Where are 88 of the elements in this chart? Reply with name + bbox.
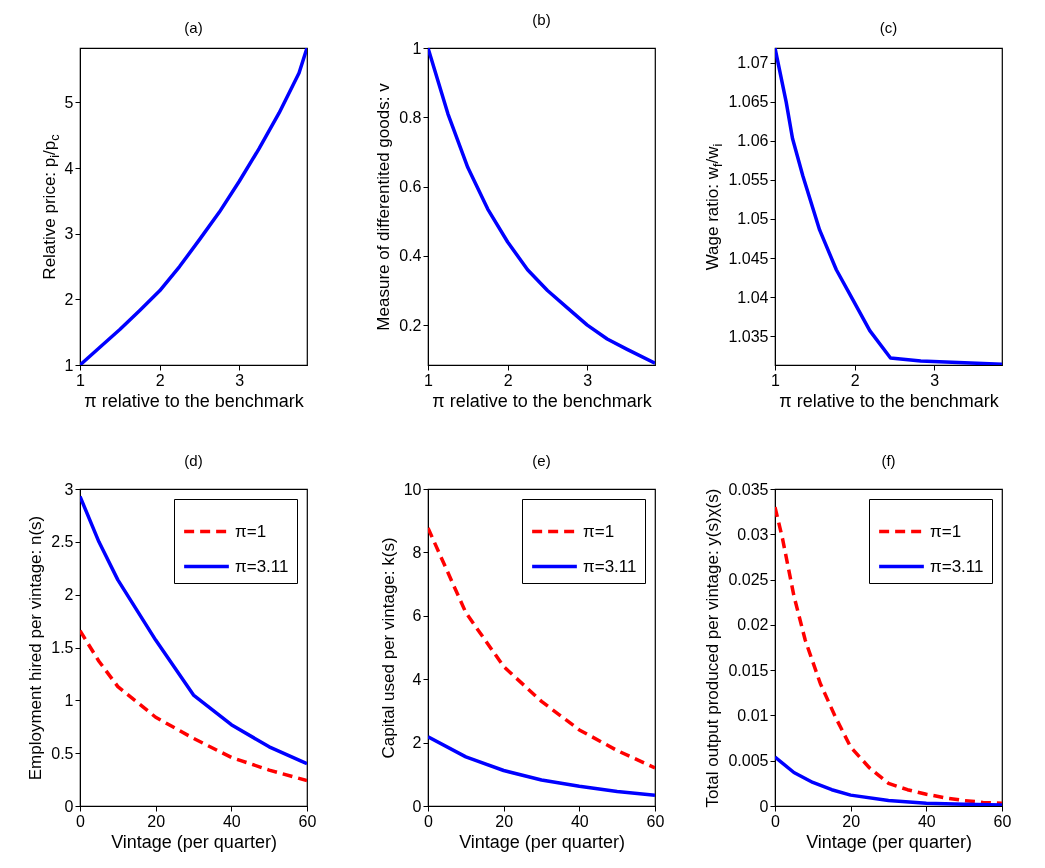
y-tick-label: 6 [412,607,422,625]
y-tick-label: 1.055 [728,171,769,189]
y-tick-label: 0.02 [737,616,769,634]
legend-label: π=1 [583,521,615,541]
y-tick-label: 1 [412,39,422,57]
x-tick-label: 3 [235,371,245,389]
y-tick-label: 0.6 [399,178,422,196]
legend-label: π=1 [235,521,267,541]
y-tick-label: 0.035 [728,480,769,498]
x-tick-label: 40 [222,812,241,830]
x-axis-title: Vintage (per quarter) [459,831,625,852]
x-tick-label: 3 [930,371,940,389]
line-series [80,494,307,766]
line-series [428,526,655,770]
y-tick-label: 3 [64,225,74,243]
x-tick-label: 60 [298,812,317,830]
x-tick-label: 2 [503,371,513,389]
chart-title: (c) [879,19,898,36]
x-tick-label: 20 [842,812,861,830]
legend-label: π=1 [930,521,962,541]
x-tick-label: 20 [147,812,166,830]
legend-label: π=3.11 [930,556,984,576]
y-tick-label: 0.2 [399,316,422,334]
x-tick-label: 40 [570,812,589,830]
y-tick-label: 0.025 [728,571,769,589]
y-tick-label: 2 [64,586,74,604]
y-tick-label: 1 [64,356,74,374]
chart-title: (e) [532,452,551,469]
chart-title: (d) [184,452,203,469]
y-tick-label: 1.05 [737,210,769,228]
y-tick-label: 4 [412,670,422,688]
y-axis-title: Total output produced per vintage: y(s)χ(s) [703,488,723,808]
y-tick-label: 0.015 [728,661,769,679]
line-series [80,628,307,783]
line-series [775,755,1002,806]
y-tick-label: 1.07 [737,54,769,72]
x-tick-label: 0 [771,812,781,830]
y-tick-label: 1 [64,691,74,709]
y-tick-label: 0.005 [728,752,769,770]
chart-title: (b) [532,11,551,28]
x-tick-label: 0 [424,812,434,830]
x-tick-label: 40 [917,812,936,830]
y-tick-label: 3 [64,480,74,498]
line-series [775,505,1002,806]
y-axis-title: Employment hired per vintage: n(s) [26,515,46,781]
y-tick-label: 0.4 [399,247,422,265]
y-tick-label: 2 [64,290,74,308]
chart-title: (a) [184,19,203,36]
y-tick-label: 1.035 [728,327,769,345]
y-tick-label: 0.8 [399,108,422,126]
y-tick-label: 0.5 [51,744,74,762]
y-tick-label: 1.04 [737,288,769,306]
y-tick-label: 4 [64,159,74,177]
x-tick-label: 3 [583,371,593,389]
x-tick-label: 0 [76,812,86,830]
x-tick-label: 60 [646,812,665,830]
x-tick-label: 1 [424,371,434,389]
y-tick-label: 1.06 [737,132,769,150]
x-tick-label: 60 [993,812,1012,830]
y-tick-label: 5 [64,93,74,111]
y-tick-label: 0.03 [737,525,769,543]
legend-label: π=3.11 [235,556,289,576]
y-tick-label: 10 [403,480,422,498]
x-tick-label: 2 [155,371,165,389]
y-axis-title: Measure of differentited goods: v [374,82,394,331]
y-tick-label: 1.5 [51,639,74,656]
x-axis-title: π relative to the benchmark [779,390,1000,411]
legend-label: π=3.11 [583,556,637,576]
x-tick-label: 1 [771,371,781,389]
y-tick-label: 1.065 [728,93,769,111]
y-tick-label: 0.01 [737,706,769,724]
y-axis-title: Capital used per vintage: k(s) [378,537,398,759]
y-tick-label: 2.5 [51,533,74,551]
x-axis-title: π relative to the benchmark [432,390,653,411]
y-tick-label: 0 [64,797,74,815]
x-axis-title: π relative to the benchmark [84,390,305,411]
y-tick-label: 8 [412,543,422,561]
x-tick-label: 20 [495,812,514,830]
line-series [428,735,655,797]
x-axis-title: Vintage (per quarter) [111,831,277,852]
y-tick-label: 0 [759,797,769,815]
x-tick-label: 2 [850,371,860,389]
y-tick-label: 2 [412,734,422,752]
y-tick-label: 1.045 [728,249,769,267]
x-axis-title: Vintage (per quarter) [806,831,972,852]
x-tick-label: 1 [76,371,86,389]
y-tick-label: 0 [412,797,422,815]
chart-title: (f) [881,452,896,469]
